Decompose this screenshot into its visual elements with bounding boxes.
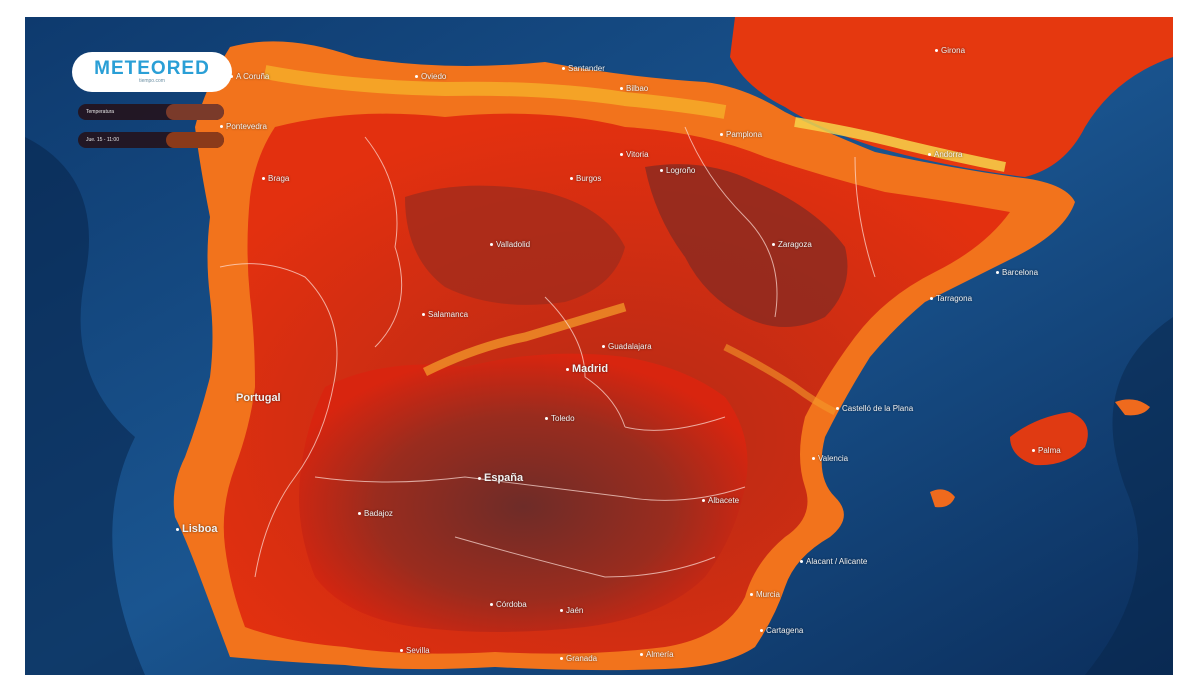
place-label: Badajoz [358, 509, 393, 518]
brand-name: METEORED [94, 58, 210, 79]
place-label: Salamanca [422, 310, 468, 319]
cantabrian-range [263, 65, 727, 119]
place-label: Castelló de la Plana [836, 404, 913, 413]
sea-texture [25, 137, 145, 675]
brand-logo: METEORED tiempo.com [72, 52, 232, 92]
iberia-extreme-core [299, 353, 748, 632]
country-label: Portugal [236, 392, 281, 404]
capital-label: Madrid [566, 363, 608, 375]
iberian-system [723, 343, 837, 416]
place-label: Andorra [928, 150, 962, 159]
brand-tagline: tiempo.com [139, 78, 165, 84]
place-label: Tarragona [930, 294, 972, 303]
duero-dark-zone [405, 185, 625, 305]
place-label: A Coruña [230, 72, 269, 81]
country-label: España [478, 472, 523, 484]
place-label: Alacant / Alicante [800, 557, 867, 566]
place-label: Bilbao [620, 84, 648, 93]
place-label: Barcelona [996, 268, 1038, 277]
place-label: Sevilla [400, 646, 430, 655]
place-label: Zaragoza [772, 240, 812, 249]
sea-texture-east [1085, 317, 1173, 675]
place-label: Girona [935, 46, 965, 55]
place-label: Palma [1032, 446, 1061, 455]
place-label: Guadalajara [602, 342, 652, 351]
place-label: Braga [262, 174, 289, 183]
place-label: Cartagena [760, 626, 803, 635]
legend-variable[interactable]: Temperatura [78, 104, 224, 120]
france-land [730, 17, 1173, 177]
place-label: Toledo [545, 414, 575, 423]
ebro-dark-zone [645, 164, 848, 327]
place-label: Almería [640, 650, 674, 659]
legend-variable-swatch [166, 104, 224, 120]
legend-variable-label: Temperatura [86, 109, 115, 115]
mallorca [1010, 412, 1088, 466]
place-label: Santander [562, 64, 605, 73]
place-label: Córdoba [490, 600, 527, 609]
central-system [422, 302, 627, 377]
legend-datetime-swatch [166, 132, 224, 148]
heat-map[interactable] [25, 17, 1173, 675]
legend-datetime[interactable]: Jue. 15 - 11:00 [78, 132, 224, 148]
place-label: Oviedo [415, 72, 446, 81]
menorca [1115, 399, 1150, 416]
place-label: Granada [560, 654, 597, 663]
place-label: Valladolid [490, 240, 530, 249]
place-label: Logroño [660, 166, 695, 175]
place-label: Vitoria [620, 150, 649, 159]
region-borders [219, 126, 876, 578]
place-label: Burgos [570, 174, 601, 183]
capital-label: Lisboa [176, 523, 217, 535]
place-label: Pamplona [720, 130, 762, 139]
place-label: Valencia [812, 454, 848, 463]
place-label: Albacete [702, 496, 739, 505]
legend-datetime-label: Jue. 15 - 11:00 [86, 137, 119, 143]
place-label: Pontevedra [220, 122, 267, 131]
ibiza [930, 489, 955, 508]
place-label: Jaén [560, 606, 583, 615]
pyrenees-snowline [794, 117, 1006, 172]
place-label: Murcia [750, 590, 780, 599]
